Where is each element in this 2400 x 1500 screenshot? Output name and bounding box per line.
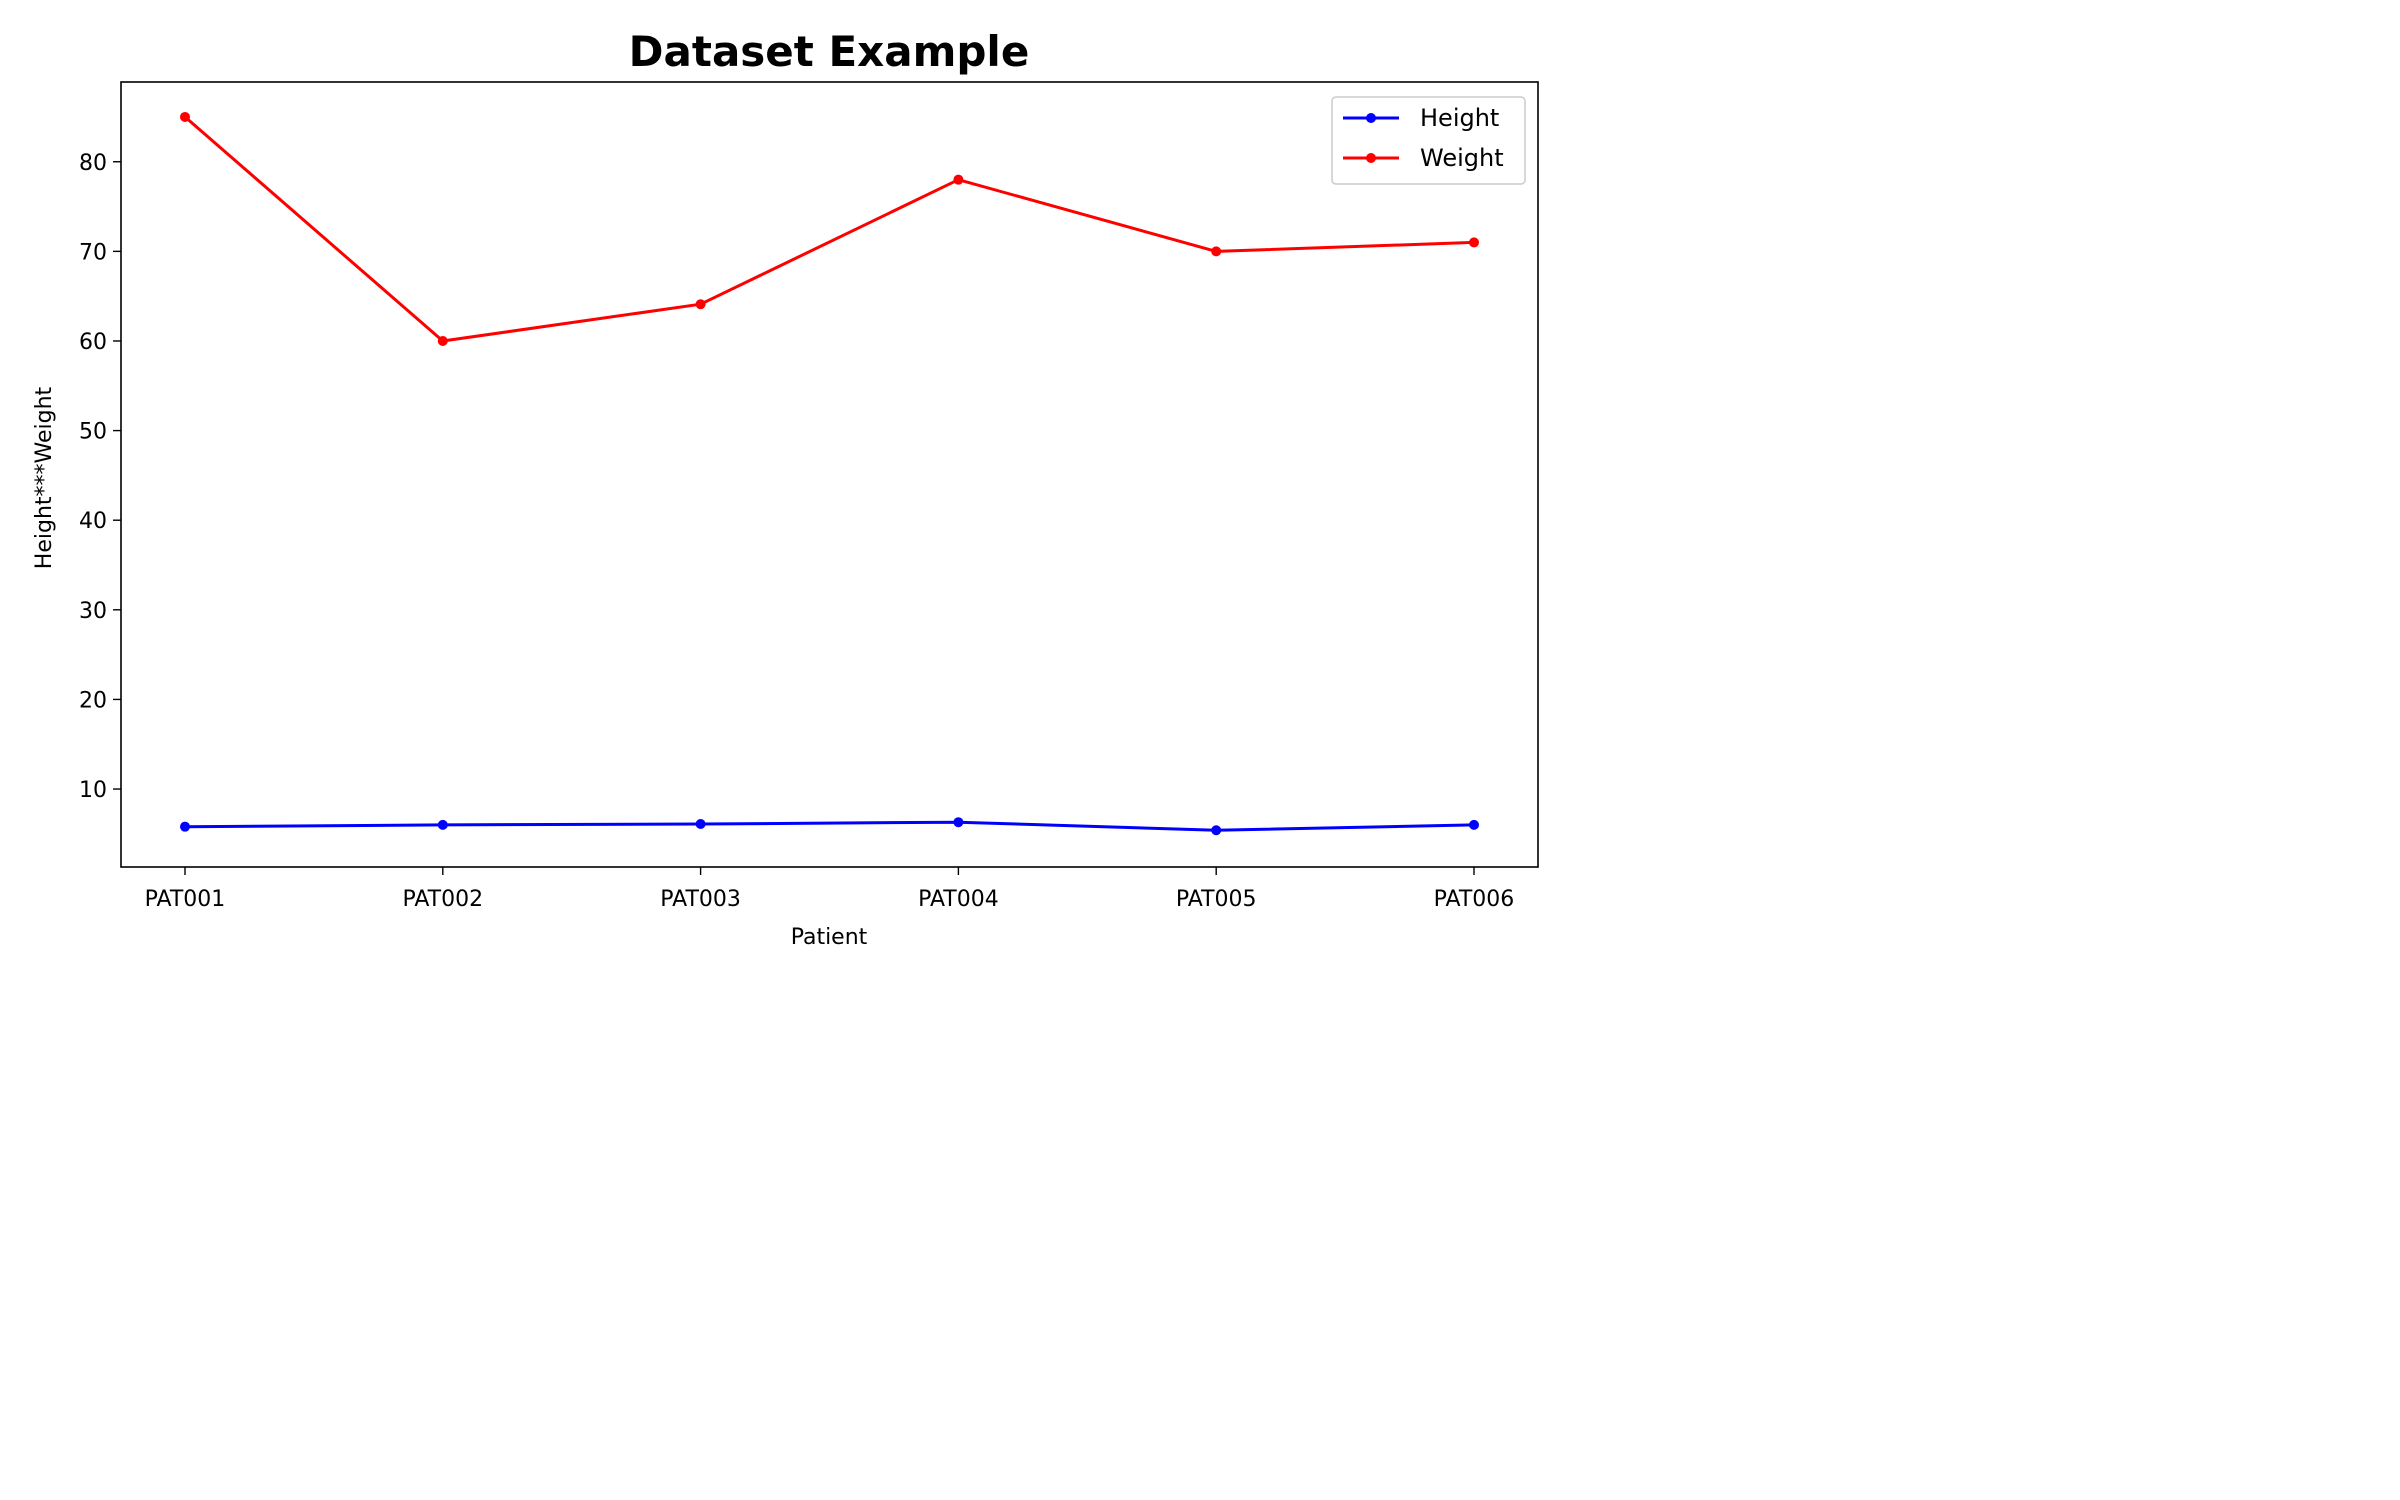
x-tick-label: PAT002	[402, 887, 483, 912]
data-point-weight	[1211, 246, 1222, 257]
axes-frame	[120, 81, 1539, 868]
data-point-height	[437, 819, 448, 830]
x-tick-label: PAT006	[1434, 887, 1515, 912]
data-point-weight	[953, 174, 964, 185]
legend-marker-height	[1366, 113, 1376, 123]
legend-label-height: Height	[1420, 104, 1499, 132]
data-point-weight	[437, 335, 448, 346]
y-tick-label: 40	[79, 509, 107, 534]
data-point-weight	[180, 111, 190, 122]
y-tick-label: 80	[79, 151, 107, 176]
data-point-weight	[1469, 237, 1479, 248]
data-point-height	[180, 821, 190, 832]
x-tick-label: PAT004	[918, 887, 999, 912]
y-tick-label: 30	[79, 599, 107, 624]
data-point-height	[1211, 825, 1222, 836]
data-point-height	[695, 818, 706, 829]
data-point-weight	[695, 299, 706, 310]
legend-label-weight: Weight	[1420, 144, 1504, 172]
chart-title: Dataset Example	[629, 27, 1030, 76]
x-axis-label: Patient	[791, 925, 868, 950]
y-tick-label: 60	[79, 330, 107, 355]
x-tick-label: PAT005	[1176, 887, 1257, 912]
line-chart: Dataset Example 10 20 30 40 50 60 70 80 PAT001 PA…	[32, 27, 1539, 950]
x-tick-label: PAT003	[660, 887, 741, 912]
data-point-height	[1469, 819, 1479, 830]
x-tick-label: PAT001	[145, 887, 226, 912]
series-line-weight	[184, 115, 1475, 343]
series-line-height	[184, 820, 1475, 832]
y-tick-label: 70	[79, 240, 107, 265]
legend-marker-weight	[1366, 153, 1376, 163]
legend: Height Weight	[1331, 96, 1526, 185]
y-axis-label: Height***Weight	[32, 386, 57, 569]
y-tick-label: 50	[79, 420, 107, 445]
y-tick-label: 10	[79, 778, 107, 803]
y-tick-label: 20	[79, 688, 107, 713]
plot-area: 10 20 30 40 50 60 70 80 PAT001 PAT002 PAT003 PAT004…	[79, 81, 1539, 912]
data-point-height	[953, 817, 964, 828]
chart-container: Dataset Example 10 20 30 40 50 60 70 80 PAT001 PA…	[0, 0, 1564, 977]
